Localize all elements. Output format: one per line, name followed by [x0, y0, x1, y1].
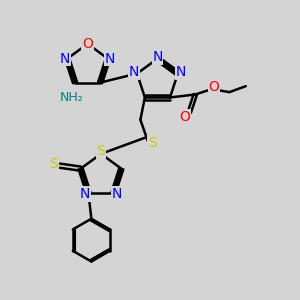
Text: NH₂: NH₂ [60, 91, 84, 104]
Text: N: N [105, 52, 115, 66]
Text: N: N [80, 187, 90, 201]
Text: N: N [112, 187, 122, 201]
Text: S: S [97, 144, 105, 158]
Text: O: O [82, 37, 93, 51]
Text: S: S [148, 136, 157, 150]
Text: N: N [129, 65, 139, 79]
Text: O: O [179, 110, 190, 124]
Text: N: N [176, 65, 186, 79]
Text: N: N [152, 50, 163, 64]
Text: O: O [208, 80, 219, 94]
Text: N: N [60, 52, 70, 66]
Text: S: S [50, 157, 58, 171]
